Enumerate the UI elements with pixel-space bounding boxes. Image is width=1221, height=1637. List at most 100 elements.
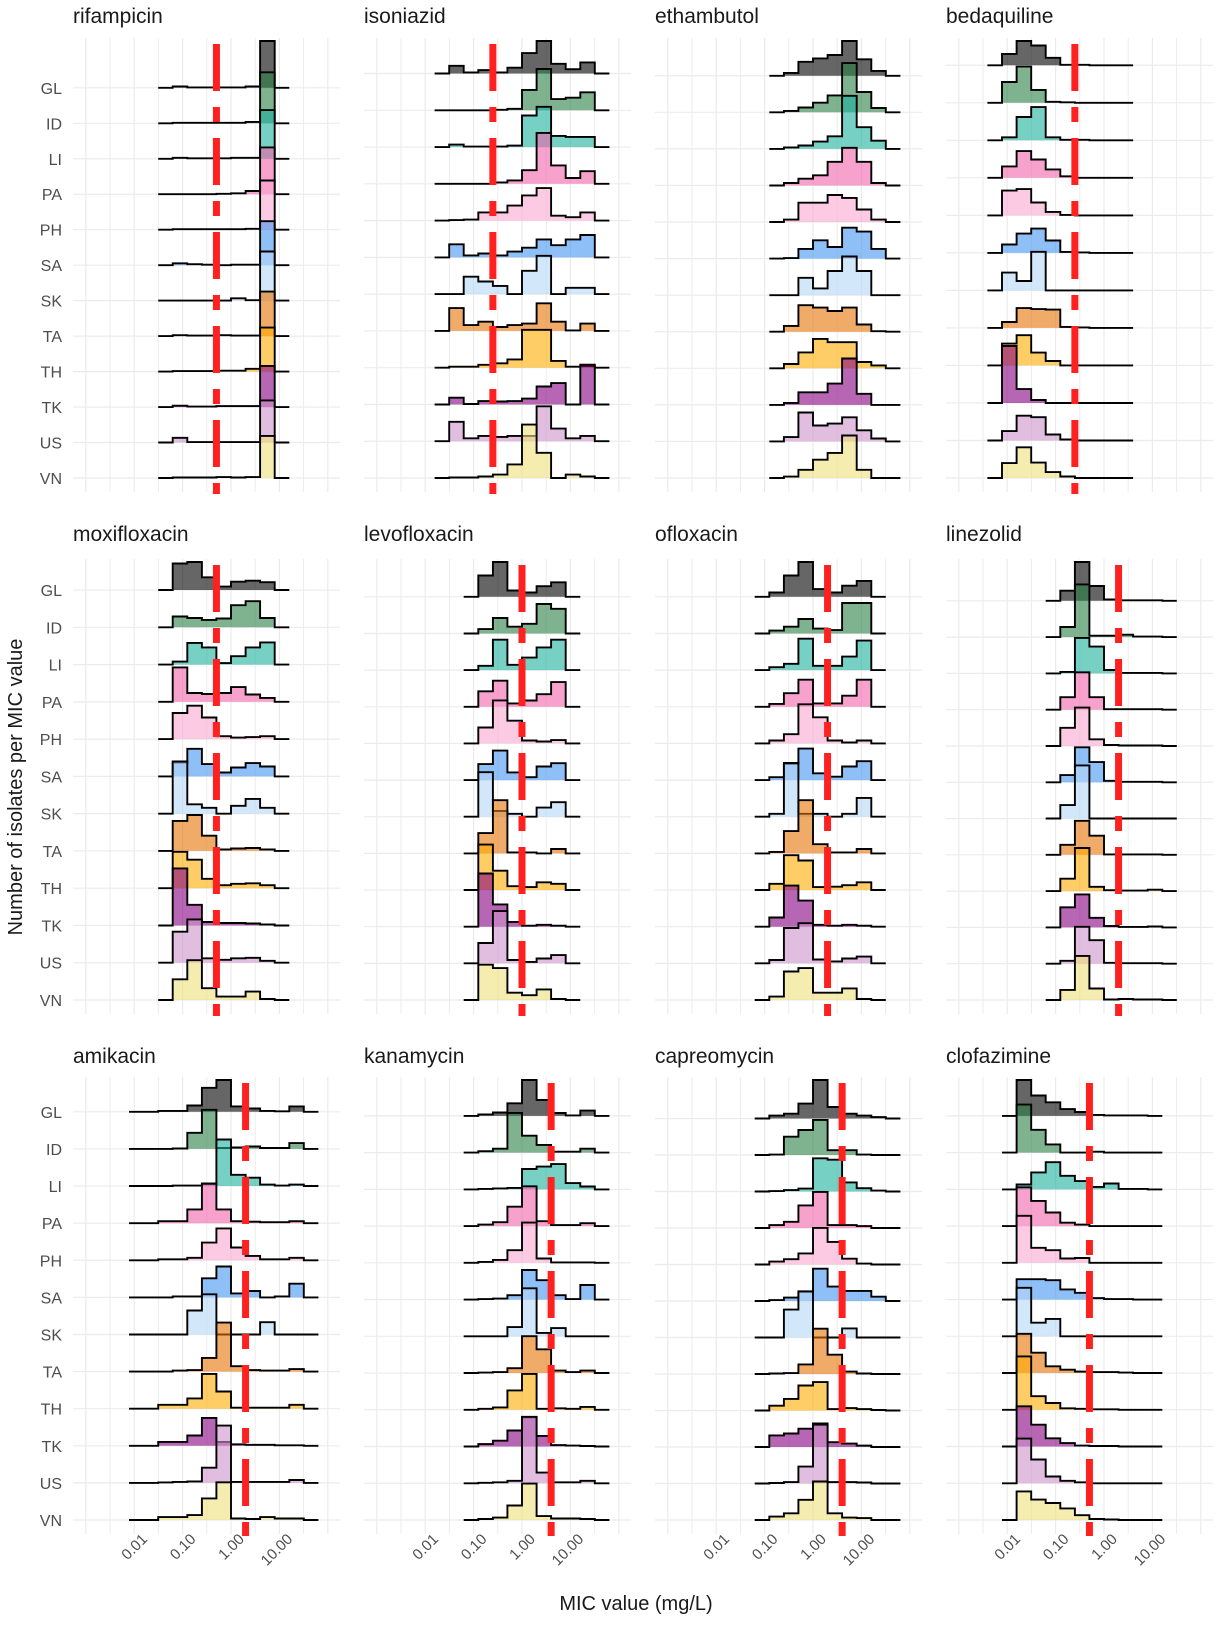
- x-axis-title: MIC value (mg/L): [559, 1593, 712, 1615]
- ridge-fill-ID: [1002, 1104, 1163, 1153]
- y-tick-label-ID: ID: [46, 116, 62, 133]
- panel-linezolid: linezolid: [946, 523, 1213, 1016]
- ridge-outline-VN: [158, 959, 290, 1001]
- ridge-fill-US: [769, 412, 901, 442]
- ridge-outline-PH: [754, 1226, 901, 1266]
- ridge-fill-PA: [158, 147, 290, 195]
- ridge-outline-VN: [463, 963, 581, 1001]
- ridge-outline-ID: [754, 602, 886, 635]
- y-tick-label-VN: VN: [40, 993, 62, 1010]
- ridge-fill-VN: [129, 1482, 319, 1520]
- y-tick-label-TA: TA: [43, 1365, 63, 1382]
- x-tick-label: 10.00: [1131, 1531, 1170, 1570]
- ridge-fill-TH: [987, 335, 1134, 366]
- x-tick-label: 10.00: [549, 1531, 588, 1570]
- ridge-outline-SA: [129, 1265, 319, 1299]
- ridge-outline-SK: [1002, 1286, 1163, 1338]
- ridge-outline-TK: [987, 345, 1134, 404]
- y-tick-label-TA: TA: [43, 329, 63, 346]
- ridge-fill-ID: [754, 603, 886, 634]
- ridge-outline-US: [158, 399, 290, 444]
- ridge-fill-PA: [129, 1183, 319, 1224]
- panel-title: moxifloxacin: [73, 523, 189, 546]
- ridge-fill-LI: [769, 95, 901, 149]
- ridge-outline-ID: [158, 71, 290, 125]
- ridge-outline-US: [754, 1423, 901, 1485]
- y-tick-label-TK: TK: [42, 400, 63, 417]
- y-tick-label-SK: SK: [41, 294, 63, 311]
- ridge-fill-TA: [754, 800, 886, 854]
- ridge-fill-TK: [769, 358, 901, 405]
- ridge-outline-TA: [987, 307, 1134, 329]
- ridge-outline-TH: [754, 854, 886, 891]
- ridge-outline-TK: [1002, 1405, 1163, 1448]
- ridge-fill-PA: [754, 679, 886, 707]
- ridge-outline-SK: [754, 762, 886, 818]
- ridge-outline-US: [129, 1424, 319, 1484]
- ridge-fill-TH: [769, 338, 901, 369]
- ridge-outline-PH: [463, 1221, 610, 1264]
- y-tick-label-PA: PA: [42, 695, 62, 712]
- ridge-fill-ID: [158, 601, 290, 628]
- panel-capreomycin: capreomycin: [655, 1045, 922, 1536]
- ridge-outline-LI: [754, 1157, 901, 1193]
- panel-amikacin: amikacin: [73, 1045, 340, 1536]
- ridge-outline-SA: [769, 226, 901, 260]
- y-tick-label-SA: SA: [41, 769, 63, 786]
- ridge-outline-TK: [754, 884, 886, 928]
- y-tick-label-ID: ID: [46, 1142, 62, 1159]
- ridge-fill-GL: [158, 41, 290, 88]
- ridge-outline-PH: [158, 704, 290, 741]
- ridge-fill-SK: [158, 251, 290, 301]
- x-tick-label: 0.10: [1040, 1531, 1073, 1564]
- ridge-outline-LI: [754, 637, 886, 672]
- ridge-fill-SA: [158, 221, 290, 266]
- ridge-fill-ID: [129, 1109, 319, 1149]
- ridge-fill-TH: [754, 855, 886, 890]
- ridge-fill-US: [129, 1425, 319, 1483]
- ridge-fill-VN: [1045, 955, 1177, 1000]
- ridge-fill-TK: [754, 885, 886, 927]
- ridge-outline-US: [754, 922, 886, 965]
- ridge-fill-TA: [1002, 1333, 1163, 1373]
- y-tick-label-ID: ID: [46, 620, 62, 637]
- ridge-outline-PH: [1045, 706, 1177, 747]
- ridge-fill-SK: [129, 1294, 319, 1335]
- ridge-fill-TA: [158, 291, 290, 337]
- ridge-outline-ID: [769, 62, 901, 114]
- ridge-outline-PA: [158, 146, 290, 196]
- panel-ethambutol: ethambutol: [655, 5, 922, 492]
- y-tick-label-PH: PH: [40, 732, 62, 749]
- y-tick-label-PA: PA: [42, 187, 62, 204]
- ridge-outline-GL: [158, 40, 290, 89]
- panel-title: isoniazid: [364, 5, 446, 28]
- ridge-outline-TA: [463, 1335, 610, 1374]
- ridge-outline-GL: [769, 40, 901, 77]
- ridge-fill-SA: [769, 227, 901, 259]
- ridge-outline-PH: [434, 187, 610, 222]
- ridge-outline-TA: [1045, 819, 1177, 856]
- y-tick-label-VN: VN: [40, 1513, 62, 1530]
- ridge-fill-TK: [158, 365, 290, 408]
- ridge-fill-LI: [754, 1158, 901, 1192]
- x-tick-label: 10.00: [258, 1531, 297, 1570]
- ridge-outline-SK: [987, 250, 1134, 292]
- ridge-outline-PH: [129, 1227, 319, 1262]
- ridge-fill-US: [1002, 1438, 1163, 1484]
- ridge-outline-GL: [1045, 561, 1177, 602]
- ridge-outline-TA: [769, 304, 901, 333]
- ridge-outline-LI: [158, 641, 290, 666]
- ridge-fill-SA: [129, 1266, 319, 1298]
- ridge-fill-ID: [1045, 584, 1177, 638]
- ridge-fill-GL: [769, 41, 901, 76]
- ridge-outline-PH: [754, 703, 886, 745]
- x-tick-label: 0.01: [991, 1531, 1024, 1564]
- ridge-outline-SA: [1045, 746, 1177, 784]
- panel-title: ofloxacin: [655, 523, 738, 546]
- ridge-outline-ID: [1045, 583, 1177, 639]
- ridge-outline-GL: [158, 561, 290, 591]
- ridge-outline-VN: [158, 434, 290, 479]
- ridge-fill-PA: [769, 147, 901, 186]
- x-tick-label: 10.00: [840, 1531, 879, 1570]
